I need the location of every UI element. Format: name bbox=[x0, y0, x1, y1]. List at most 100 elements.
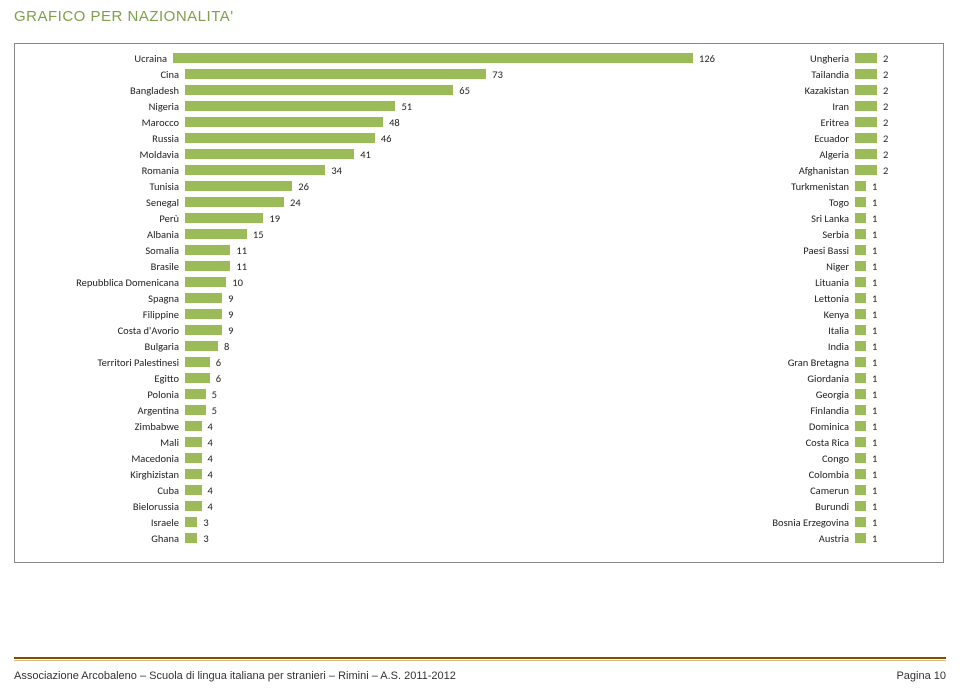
bar bbox=[185, 181, 292, 191]
bar bbox=[185, 485, 202, 495]
bar-area: 6 bbox=[185, 372, 715, 385]
bar-label: Russia bbox=[15, 132, 185, 145]
bar-value: 1 bbox=[866, 500, 877, 513]
bar-value: 1 bbox=[866, 452, 877, 465]
bar bbox=[185, 389, 206, 399]
bar-value: 1 bbox=[866, 276, 877, 289]
bar bbox=[855, 133, 877, 143]
bar-row: Kirghizistan4 bbox=[15, 466, 715, 482]
bar-row: Camerun1 bbox=[715, 482, 935, 498]
bar-label: Colombia bbox=[715, 468, 855, 481]
bar-label: Niger bbox=[715, 260, 855, 273]
bar bbox=[855, 229, 866, 239]
bar bbox=[185, 373, 210, 383]
bar-label: Somalia bbox=[15, 244, 185, 257]
bar-label: Zimbabwe bbox=[15, 420, 185, 433]
bar-value: 10 bbox=[226, 276, 243, 289]
bar-row: Israele 3 bbox=[15, 514, 715, 530]
footer-rule-top bbox=[14, 657, 946, 659]
nationality-chart: Ucraina126Cina73Bangladesh65Nigeria51Mar… bbox=[14, 43, 944, 563]
bar-area: 1 bbox=[855, 532, 915, 545]
bar-value: 4 bbox=[202, 484, 213, 497]
bar bbox=[855, 213, 866, 223]
bar-value: 3 bbox=[197, 516, 208, 529]
bar-label: Albania bbox=[15, 228, 185, 241]
bar-area: 1 bbox=[855, 308, 915, 321]
bar-value: 2 bbox=[877, 116, 888, 129]
bar bbox=[855, 501, 866, 511]
bar-area: 1 bbox=[855, 484, 915, 497]
bar-row: Marocco48 bbox=[15, 114, 715, 130]
bar bbox=[855, 293, 866, 303]
bar-label: Gran Bretagna bbox=[715, 356, 855, 369]
bar-label: Camerun bbox=[715, 484, 855, 497]
footer-right: Pagina 10 bbox=[896, 670, 946, 682]
bar-label: Lituania bbox=[715, 276, 855, 289]
bar bbox=[855, 325, 866, 335]
bar-area: 6 bbox=[185, 356, 715, 369]
bar-label: India bbox=[715, 340, 855, 353]
bar-value: 6 bbox=[210, 356, 221, 369]
bar-area: 1 bbox=[855, 404, 915, 417]
bar-label: Finlandia bbox=[715, 404, 855, 417]
bar-value: 1 bbox=[866, 196, 877, 209]
bar bbox=[855, 421, 866, 431]
bar bbox=[855, 485, 866, 495]
bar-value: 15 bbox=[247, 228, 264, 241]
bar-label: Mali bbox=[15, 436, 185, 449]
bar-label: Marocco bbox=[15, 116, 185, 129]
bar-area: 4 bbox=[185, 436, 715, 449]
bar-value: 4 bbox=[202, 452, 213, 465]
bar bbox=[855, 69, 877, 79]
bar-value: 3 bbox=[197, 532, 208, 545]
bar-row: Repubblica Domenicana 10 bbox=[15, 274, 715, 290]
bar-area: 5 bbox=[185, 404, 715, 417]
bar-label: Bangladesh bbox=[15, 84, 185, 97]
bar bbox=[185, 469, 202, 479]
bar-area: 1 bbox=[855, 516, 915, 529]
bar-area: 65 bbox=[185, 84, 715, 97]
bar-area: 1 bbox=[855, 260, 915, 273]
bar bbox=[855, 149, 877, 159]
bar-area: 1 bbox=[855, 388, 915, 401]
bar-row: Tailandia2 bbox=[715, 66, 935, 82]
bar-area: 1 bbox=[855, 244, 915, 257]
bar-label: Togo bbox=[715, 196, 855, 209]
bar bbox=[185, 149, 354, 159]
bar-value: 11 bbox=[230, 244, 247, 257]
bar-label: Romania bbox=[15, 164, 185, 177]
bar-row: Paesi Bassi1 bbox=[715, 242, 935, 258]
bar-value: 2 bbox=[877, 164, 888, 177]
bar-label: Costa Rica bbox=[715, 436, 855, 449]
bar-row: Moldavia41 bbox=[15, 146, 715, 162]
bar-label: Bulgaria bbox=[15, 340, 185, 353]
bar bbox=[855, 357, 866, 367]
bar bbox=[185, 421, 202, 431]
bar-area: 11 bbox=[185, 244, 715, 257]
bar-area: 1 bbox=[855, 356, 915, 369]
bar-label: Polonia bbox=[15, 388, 185, 401]
bar-row: Algeria2 bbox=[715, 146, 935, 162]
footer-rule-bot bbox=[14, 660, 946, 661]
bar-row: Italia1 bbox=[715, 322, 935, 338]
bar-label: Israele bbox=[15, 516, 185, 529]
bar-label: Kenya bbox=[715, 308, 855, 321]
bar-area: 46 bbox=[185, 132, 715, 145]
bar-row: Burundi1 bbox=[715, 498, 935, 514]
bar-area: 51 bbox=[185, 100, 715, 113]
bar-area: 1 bbox=[855, 196, 915, 209]
bar bbox=[185, 101, 395, 111]
bar-area: 4 bbox=[185, 452, 715, 465]
bar-area: 2 bbox=[855, 100, 915, 113]
bar-row: Territori Palestinesi6 bbox=[15, 354, 715, 370]
bar-label: Ucraina bbox=[15, 52, 173, 65]
bar-label: Spagna bbox=[15, 292, 185, 305]
bar-area: 2 bbox=[855, 84, 915, 97]
bar-value: 1 bbox=[866, 372, 877, 385]
bar-row: Filippine9 bbox=[15, 306, 715, 322]
bar-area: 1 bbox=[855, 292, 915, 305]
bar-row: Cina73 bbox=[15, 66, 715, 82]
bar-label: Repubblica Domenicana bbox=[15, 276, 185, 289]
bar-row: Kazakistan2 bbox=[715, 82, 935, 98]
bar-row: Macedonia4 bbox=[15, 450, 715, 466]
